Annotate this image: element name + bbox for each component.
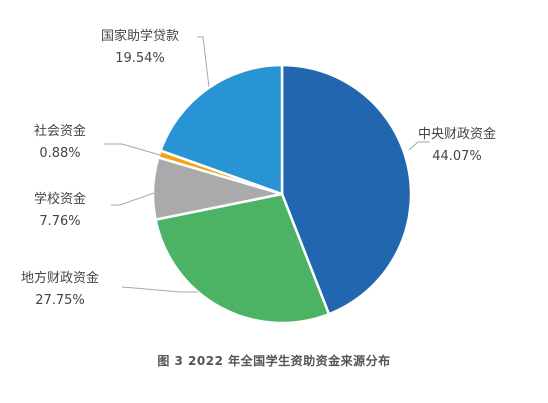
leader-line-4 [197, 36, 210, 88]
slice-name-label-3: 社会资金 [34, 123, 86, 139]
leader-line-2 [111, 192, 155, 206]
slice-name-label-0: 中央财政资金 [418, 126, 496, 142]
pie-slice-1 [154, 192, 331, 325]
leader-line-1 [121, 286, 198, 293]
pie-slice-0 [280, 63, 413, 316]
slice-value-label-3: 0.88% [39, 146, 80, 161]
pie-chart: 中央财政资金 44.07% 地方财政资金 27.75% 学校资金 7.76% 社会资金 0.8… [21, 28, 496, 325]
slice-value-label-0: 44.07% [432, 149, 482, 164]
leader-line-0 [408, 141, 430, 151]
slice-name-label-1: 地方财政资金 [21, 270, 99, 286]
chart-caption: 图 3 2022 年全国学生资助资金来源分布 [157, 354, 391, 368]
slice-value-label-4: 19.54% [115, 51, 165, 66]
slice-name-label-2: 学校资金 [34, 191, 86, 207]
slice-name-label-4: 国家助学贷款 [101, 28, 179, 44]
slice-value-label-2: 7.76% [39, 214, 80, 229]
leader-line-3 [104, 143, 161, 156]
pie-slice-4 [159, 63, 284, 196]
slice-value-label-1: 27.75% [35, 293, 85, 308]
